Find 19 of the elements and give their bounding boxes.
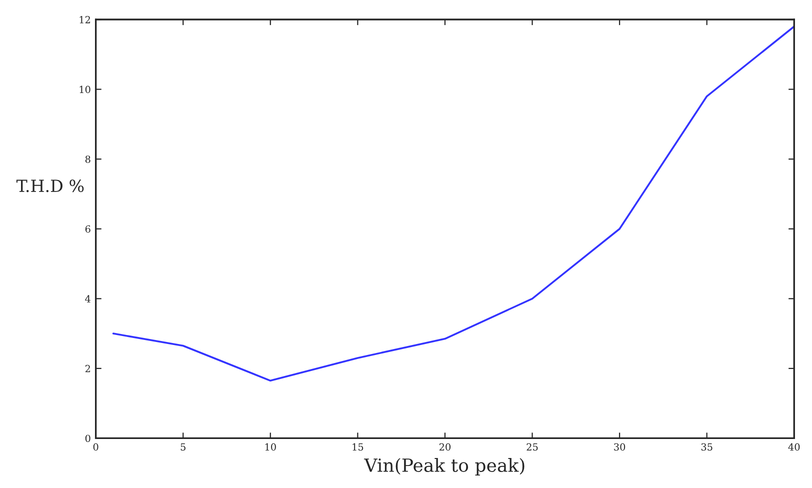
y-tick-label: 12 <box>80 16 90 24</box>
y-tick-label: 4 <box>85 295 90 302</box>
line-series <box>112 26 794 382</box>
y-tick-label: 8 <box>85 156 90 163</box>
x-tick-label: 5 <box>180 443 186 451</box>
x-tick-label: 0 <box>93 443 98 451</box>
x-tick-label: 30 <box>614 443 626 451</box>
y-tick-label: 2 <box>85 364 90 372</box>
y-axis-title: T.H.D % <box>16 180 84 192</box>
y-tick-label: 10 <box>80 86 90 94</box>
x-tick-label: 15 <box>352 443 364 451</box>
x-tick-label: 10 <box>265 443 276 451</box>
x-tick-label: 25 <box>526 443 538 451</box>
x-tick-label: 20 <box>439 443 451 451</box>
x-tick-label: 40 <box>788 443 800 451</box>
y-tick-label: 0 <box>85 434 90 442</box>
x-tick-label: 35 <box>701 443 712 451</box>
x-axis-title: Vin(Peak to peak) <box>364 458 524 476</box>
y-tick-label: 6 <box>85 225 90 233</box>
